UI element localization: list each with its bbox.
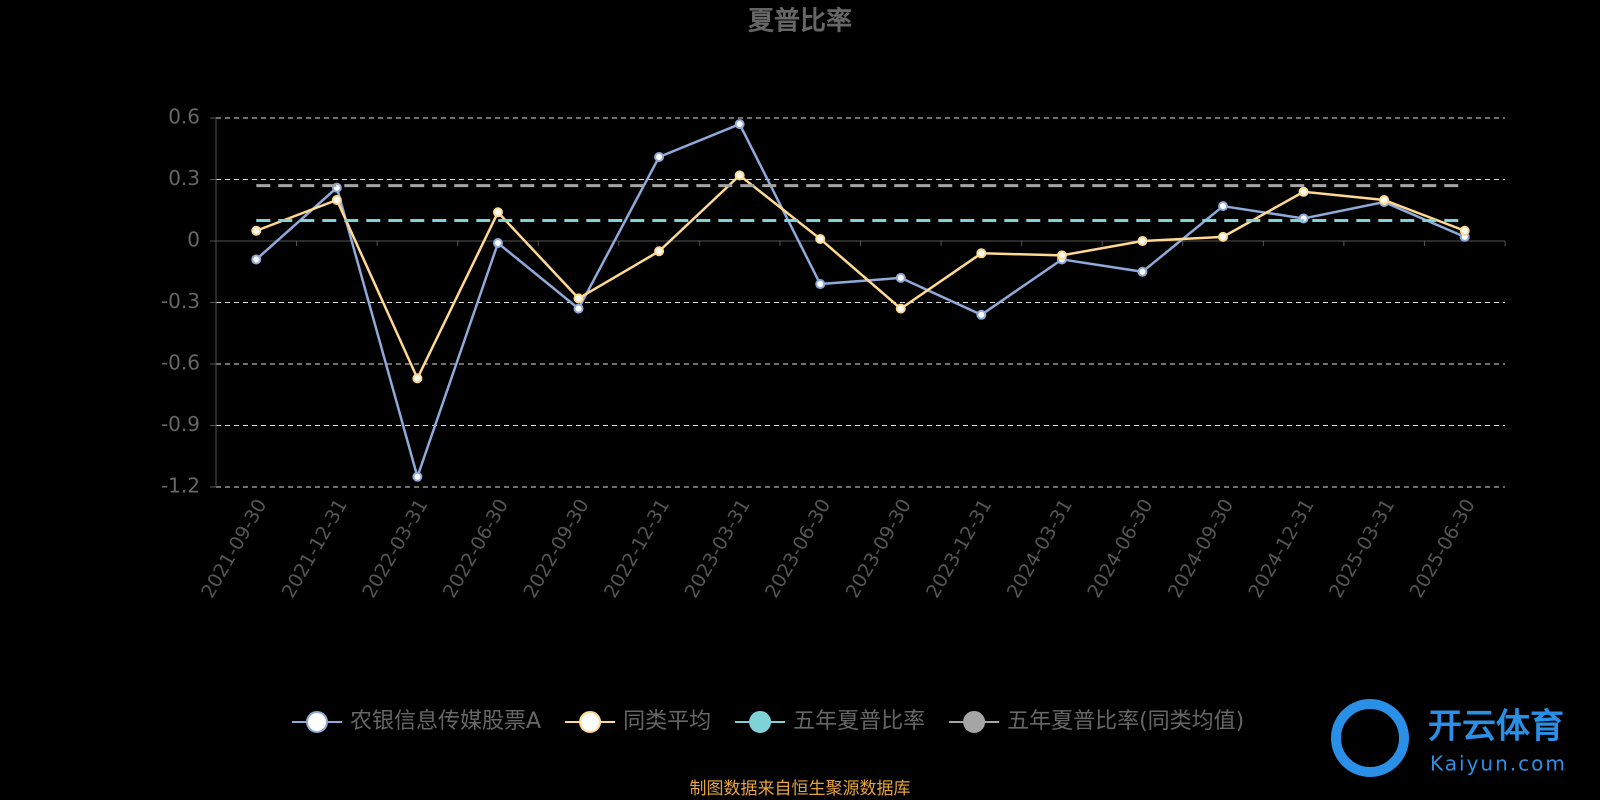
data-point — [331, 195, 342, 205]
legend-marker — [579, 711, 602, 733]
watermark-logo — [1331, 699, 1409, 777]
data-point — [251, 225, 262, 236]
source-note: 制图数据来自恒生聚源数据库 — [690, 779, 911, 799]
data-point — [412, 471, 423, 482]
data-point — [1056, 250, 1067, 261]
legend-marker — [749, 711, 772, 733]
data-point — [1459, 225, 1470, 236]
data-point — [492, 207, 503, 218]
series-line — [255, 173, 1466, 382]
data-point — [1379, 195, 1390, 205]
y-tick-label: 0 — [187, 228, 200, 252]
series-line — [255, 122, 1466, 481]
watermark-subtext: Kaiyun.com — [1430, 752, 1567, 776]
legend-label: 同类平均 — [623, 709, 711, 734]
legend-label: 五年夏普比率(同类均值) — [1007, 709, 1244, 734]
data-point — [1298, 186, 1309, 197]
y-tick-label: -0.6 — [161, 351, 200, 375]
legend-label: 五年夏普比率 — [793, 709, 925, 734]
data-point — [734, 119, 745, 130]
watermark: 开云体育 Kaiyun.com — [1331, 699, 1567, 777]
data-point — [492, 238, 503, 249]
data-point — [734, 170, 745, 181]
data-point — [895, 272, 906, 283]
legend-item: 同类平均 — [565, 709, 711, 734]
chart-title: 夏普比率 — [748, 6, 852, 37]
legend-item: 五年夏普比率 — [735, 709, 925, 734]
data-point — [895, 303, 906, 314]
legend-item: 农银信息传媒股票A — [292, 709, 541, 734]
legend-marker — [963, 711, 986, 733]
data-point — [1218, 231, 1229, 242]
y-tick-label: 0.6 — [168, 105, 200, 129]
y-tick-label: -1.2 — [161, 474, 200, 498]
data-point — [815, 279, 826, 290]
y-tick-label: 0.3 — [168, 166, 200, 190]
data-point — [573, 303, 584, 314]
data-point — [1218, 201, 1229, 212]
data-point — [654, 246, 665, 257]
data-point — [1137, 266, 1148, 277]
y-tick-label: -0.9 — [161, 412, 200, 436]
data-point — [815, 233, 826, 244]
legend-marker — [306, 711, 328, 733]
data-point — [412, 373, 423, 384]
data-point — [976, 309, 987, 320]
legend-item: 五年夏普比率(同类均值) — [949, 709, 1244, 734]
data-point — [1137, 236, 1148, 246]
data-point — [654, 151, 665, 162]
data-point — [573, 293, 584, 304]
data-point — [251, 254, 262, 265]
data-point — [976, 248, 987, 259]
watermark-text: 开云体育 — [1428, 707, 1564, 747]
legend-label: 农银信息传媒股票A — [350, 709, 541, 734]
y-tick-label: -0.3 — [161, 289, 200, 313]
